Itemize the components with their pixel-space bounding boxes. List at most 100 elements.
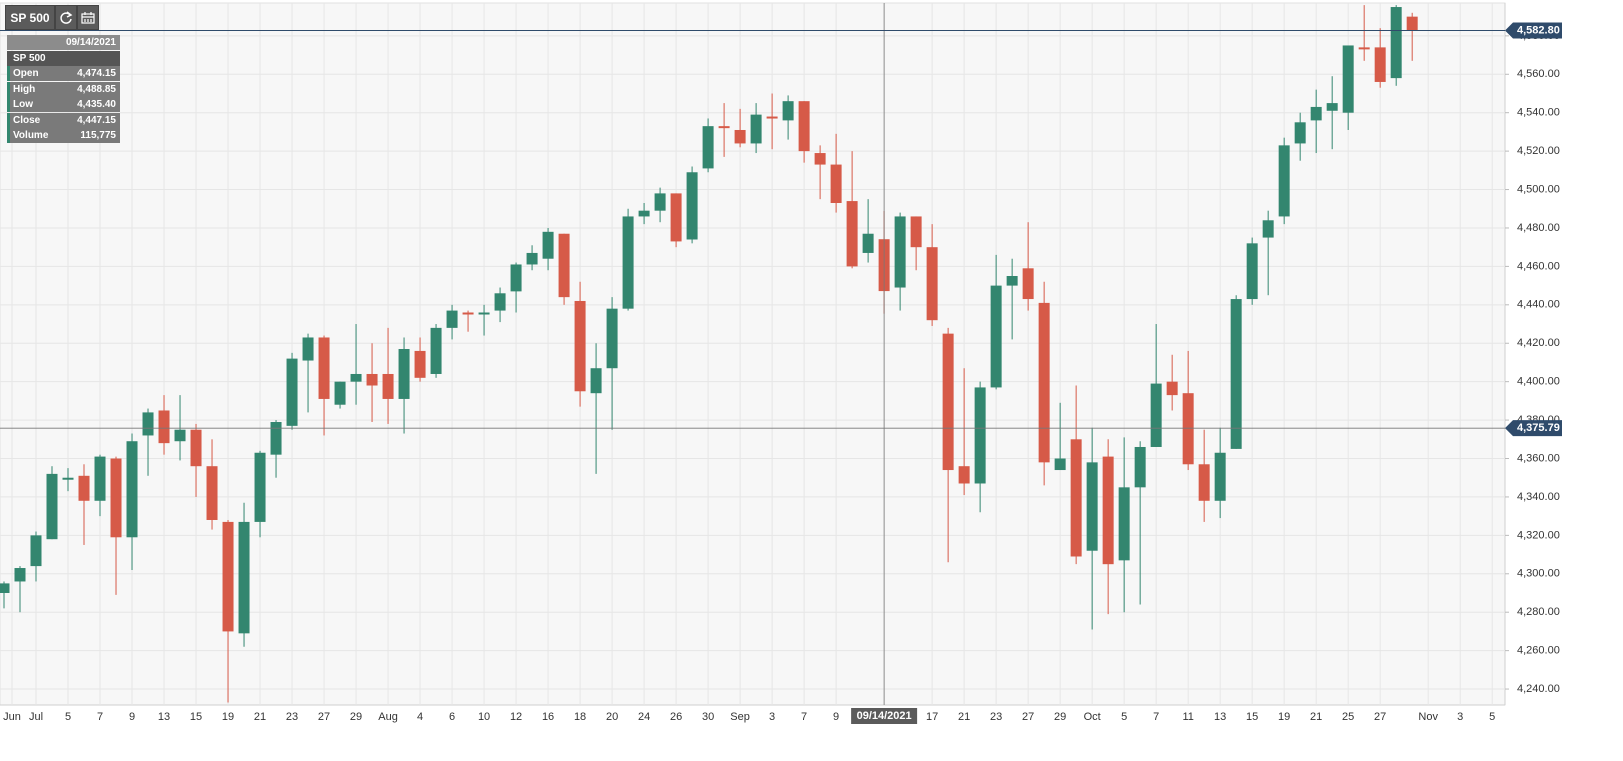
calendar-button[interactable] [77,5,99,30]
candle-body [1054,458,1066,471]
y-tick-label: 4,400.00 [1517,376,1560,388]
candle-body [990,285,1002,388]
date: 09/14/2021 [65,37,116,48]
candle-body [142,412,154,436]
y-tick-label: 4,560.00 [1517,68,1560,80]
candle-body [0,583,10,593]
x-tick-label: 6 [449,711,455,723]
candle-body [910,216,922,248]
x-tick-label: 29 [1054,711,1066,723]
candle-body [222,521,234,632]
tooltip-value: 4,488.85 [77,83,116,95]
candle-body [574,300,586,392]
candle-body [1374,47,1386,82]
candle-body [126,441,138,538]
x-tick-label: 15 [190,711,202,723]
x-tick-label: 17 [926,711,938,723]
candle-body [638,210,650,217]
candle-body [46,473,58,540]
x-tick-label: 4 [417,711,423,723]
candle-body [1070,439,1082,557]
y-tick-label: 4,520.00 [1517,145,1560,157]
candle-body [366,373,378,386]
candle-body [1278,145,1290,217]
candle-body [30,535,42,567]
y-tick-label: 4,420.00 [1517,337,1560,349]
candle-body [1038,302,1050,463]
x-tick-label: Oct [1084,711,1101,723]
candle-body [286,358,298,426]
candle-body [926,247,938,321]
x-tick-label: Sep [730,711,750,723]
y-tick-label: 4,320.00 [1517,529,1560,541]
candle-body [1310,106,1322,121]
candle-body [734,129,746,144]
candle-body [1294,122,1306,144]
x-tick-label: 20 [606,711,618,723]
candle-body [558,233,570,298]
candle-body [110,458,122,538]
x-tick-label: 21 [254,711,266,723]
candle-body [350,373,362,382]
x-tick-label: 7 [1153,711,1159,723]
candle-body [462,312,474,315]
toolbar: SP 500 [5,5,99,30]
x-tick-label: 15 [1246,711,1258,723]
x-tick-label: 3 [769,711,775,723]
x-tick-label: 13 [1214,711,1226,723]
x-tick-label: 30 [702,711,714,723]
y-tick-label: 4,440.00 [1517,299,1560,311]
x-tick-label: 9 [129,711,135,723]
tooltip-label: High [13,83,36,95]
tooltip-value: 4,435.40 [77,99,116,110]
crosshair-y-label-bg [1505,420,1562,437]
candle-body [78,475,90,501]
tooltip-value: 4,474.15 [77,68,116,79]
candle-body [702,126,714,169]
candle-body [1006,276,1018,286]
candle-body [862,233,874,253]
candle-body [526,252,538,265]
tooltip-date: 09/14/2021 [7,35,120,50]
tooltip: 09/14/2021 SP 500 Open 4,474.15 High 4,488.… [7,35,120,144]
candle-body [334,381,346,405]
candle-body [942,333,954,471]
y-tick-label: 4,300.00 [1517,568,1560,580]
x-tick-label: 27 [1374,711,1386,723]
x-tick-label: 23 [990,711,1002,723]
tooltip-label: Volume [13,130,49,141]
last-price-label: 4,582.80 [1517,24,1560,36]
y-tick-label: 4,500.00 [1517,183,1560,195]
candle-body [94,456,106,501]
x-tick-label: 7 [97,711,103,723]
refresh-button[interactable] [55,5,77,30]
candle-body [718,126,730,129]
symbol-button[interactable]: SP 500 [5,5,55,30]
candle-body [686,172,698,240]
candle-body [654,193,666,211]
candle-body [1150,383,1162,447]
candle-body [814,153,826,165]
candle-body [174,429,186,442]
candle-body [1198,464,1210,501]
candle-body [1262,220,1274,238]
tooltip-label: Low [13,99,33,110]
x-tick-label: Aug [378,711,398,723]
y-tick-label: 4,540.00 [1517,107,1560,119]
candle-body [270,422,282,455]
candle-body [1214,452,1226,501]
candle-body [1342,45,1354,113]
x-tick-label: 10 [478,711,490,723]
candle-body [750,114,762,144]
tooltip-label: Close [13,114,41,126]
candle-body [14,568,26,582]
candle-body [1086,462,1098,551]
candle-body [846,201,858,267]
tooltip-label: Open [13,68,39,79]
candle-body [494,293,506,311]
y-tick-label: 4,480.00 [1517,222,1560,234]
candle-body [414,350,426,378]
x-tick-label: 9 [833,711,839,723]
x-tick-label: 16 [542,711,554,723]
x-tick-label: 25 [1342,711,1354,723]
